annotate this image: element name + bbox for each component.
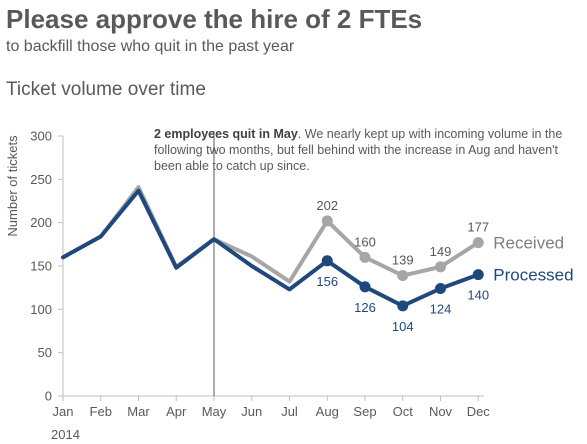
- data-point: [359, 251, 371, 263]
- data-point: [321, 255, 333, 267]
- data-label: 126: [354, 300, 376, 315]
- y-tick-label: 250: [30, 172, 52, 187]
- data-label: 156: [316, 274, 338, 289]
- y-tick-label: 100: [30, 302, 52, 317]
- y-axis-label: Number of tickets: [5, 135, 20, 237]
- data-label: 139: [392, 253, 414, 268]
- data-point: [472, 237, 484, 249]
- data-point: [435, 261, 446, 273]
- x-tick-label: Aug: [316, 404, 339, 419]
- data-point: [359, 281, 371, 293]
- data-point: [435, 283, 446, 295]
- data-point: [472, 269, 484, 281]
- data-label: 202: [316, 198, 338, 213]
- data-label: 160: [354, 234, 376, 249]
- annotation-text: . We nearly kept up with incoming volume…: [154, 127, 563, 173]
- chart-axes: 0 50 100 150 200 250 300 Jan Feb Mar Apr May Jun Jul A…: [30, 129, 490, 420]
- page-subtitle: to backfill those who quit in the past y…: [6, 38, 295, 55]
- chart-series: 202 160 139 149 177 Received 156 126 104 124 140 Pr…: [61, 185, 574, 334]
- x-tick-label: May: [202, 404, 227, 419]
- x-tick-label: Jul: [281, 404, 298, 419]
- y-tick-label: 150: [30, 259, 52, 274]
- chart-title: Ticket volume over time: [6, 79, 206, 100]
- y-tick-label: 50: [38, 345, 52, 360]
- x-tick-label: Sep: [353, 404, 376, 419]
- series-name-label: Processed: [493, 266, 573, 285]
- y-tick-label: 300: [30, 129, 52, 144]
- x-tick-label: Jan: [53, 404, 74, 419]
- data-label: 149: [430, 244, 452, 259]
- data-label: 124: [430, 302, 452, 317]
- data-point: [321, 215, 333, 227]
- x-tick-label: Apr: [166, 404, 187, 419]
- chart-annotation: 2 employees quit in May. We nearly kept …: [154, 126, 586, 174]
- series-name-label: Received: [493, 234, 564, 253]
- data-point: [397, 270, 409, 282]
- page-title: Please approve the hire of 2 FTEs: [6, 4, 423, 34]
- x-tick-label: Feb: [90, 404, 112, 419]
- x-axis-year-label: 2014: [51, 427, 80, 442]
- annotation-bold-text: 2 employees quit in May: [154, 127, 298, 141]
- data-label: 140: [467, 288, 489, 303]
- series-line-received: [61, 185, 481, 284]
- data-label: 104: [392, 319, 414, 334]
- data-label: 177: [467, 220, 489, 235]
- y-tick-label: 0: [45, 389, 52, 404]
- x-tick-label: Dec: [467, 404, 491, 419]
- x-tick-label: Mar: [127, 404, 150, 419]
- x-tick-label: Jun: [241, 404, 262, 419]
- series-line-processed: [61, 188, 481, 308]
- x-tick-label: Nov: [429, 404, 453, 419]
- data-point: [397, 300, 409, 312]
- x-tick-label: Oct: [393, 404, 414, 419]
- y-tick-label: 200: [30, 215, 52, 230]
